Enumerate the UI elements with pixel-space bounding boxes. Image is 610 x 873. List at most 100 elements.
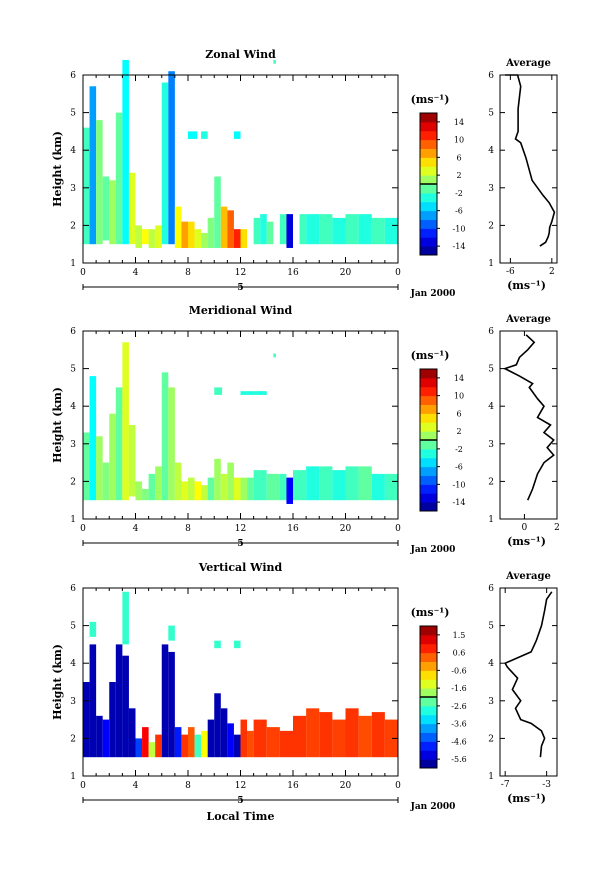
heatmap-cell bbox=[306, 708, 320, 758]
colorbar-tick-label: -6 bbox=[455, 463, 463, 472]
heatmap-cell bbox=[384, 473, 398, 501]
x-tick-label: 0 bbox=[395, 524, 401, 534]
heatmap-cell bbox=[332, 217, 346, 245]
profile-x-tick-label: -3 bbox=[542, 780, 551, 790]
colorbar-swatch bbox=[420, 466, 437, 476]
heatmap-cell bbox=[266, 473, 280, 501]
colorbar-tick-label: -2 bbox=[455, 189, 463, 198]
colorbar-tick-label: -10 bbox=[453, 224, 466, 233]
heatmap-cell bbox=[115, 644, 123, 758]
heatmap-cell bbox=[273, 59, 276, 64]
heatmap-cell bbox=[253, 217, 261, 245]
colorbar-tick-label: 14 bbox=[454, 118, 464, 127]
y-tick-label: 3 bbox=[70, 697, 76, 707]
y-tick-label: 6 bbox=[70, 327, 76, 337]
profile-y-tick-label: 3 bbox=[488, 697, 494, 707]
colorbar-swatch bbox=[420, 175, 437, 185]
heatmap-cell bbox=[102, 176, 110, 241]
colorbar-swatch bbox=[420, 431, 437, 441]
profile-x-axis-label: (ms⁻¹) bbox=[507, 279, 546, 292]
y-tick-label: 2 bbox=[70, 477, 76, 487]
profile-line bbox=[502, 334, 555, 501]
heatmap-cell bbox=[345, 708, 359, 758]
colorbar-swatch bbox=[420, 448, 437, 459]
profile-title: Average bbox=[505, 58, 551, 69]
heatmap-cell bbox=[384, 719, 398, 758]
colorbar-tick-label: 14 bbox=[454, 374, 464, 383]
x-tick-label: 20 bbox=[340, 268, 352, 278]
colorbar-swatch bbox=[420, 157, 437, 167]
heatmap-cell bbox=[201, 232, 208, 248]
colorbar-swatch bbox=[420, 166, 437, 176]
colorbar-tick-label: 1.5 bbox=[453, 631, 466, 640]
y-tick-label: 1 bbox=[70, 515, 76, 525]
heatmap-cell bbox=[332, 719, 346, 758]
heatmap-cell bbox=[115, 112, 123, 245]
x-tick-label: 20 bbox=[340, 524, 352, 534]
heatmap-cell bbox=[233, 131, 241, 139]
colorbar-swatch bbox=[420, 652, 437, 662]
heatmap-cell bbox=[233, 477, 241, 501]
colorbar-swatch bbox=[420, 210, 437, 220]
profile-x-tick-label: 2 bbox=[554, 523, 560, 533]
x-tick-label: 4 bbox=[133, 268, 139, 278]
heatmap-cell bbox=[102, 719, 110, 758]
profile-y-tick-label: 4 bbox=[488, 146, 494, 156]
heatmap-cell bbox=[214, 387, 223, 395]
heatmap-cell bbox=[240, 229, 248, 248]
colorbar-tick-label: -6 bbox=[455, 207, 463, 216]
colorbar-swatch bbox=[420, 634, 437, 645]
colorbar-tick-label: -2.6 bbox=[451, 702, 466, 711]
heatmap-cell bbox=[207, 217, 215, 248]
heatmap-cell bbox=[247, 477, 254, 501]
profile-y-tick-label: 2 bbox=[488, 221, 494, 231]
heatmap-cell bbox=[253, 470, 267, 501]
heatmap-cell bbox=[266, 727, 280, 758]
x-tick-label: 0 bbox=[80, 268, 86, 278]
colorbar-unit: (ms⁻¹) bbox=[411, 349, 450, 362]
heatmap-cell bbox=[135, 481, 143, 501]
x-axis-label: Local Time bbox=[207, 810, 275, 823]
colorbar-tick-label: -0.6 bbox=[451, 666, 466, 675]
colorbar-swatch bbox=[420, 626, 437, 636]
colorbar-swatch bbox=[420, 413, 437, 423]
heatmap-cell bbox=[227, 210, 234, 248]
colorbar-swatch bbox=[420, 457, 437, 468]
heatmap-cell bbox=[371, 712, 385, 758]
heatmap-cell bbox=[220, 473, 228, 501]
heatmap-cell bbox=[128, 425, 136, 497]
heatmap-cell bbox=[109, 682, 116, 758]
profile-x-tick-label: 0 bbox=[522, 523, 528, 533]
heatmap-cell bbox=[227, 462, 234, 501]
x-tick-label: 16 bbox=[287, 524, 299, 534]
colorbar-swatch bbox=[420, 697, 437, 707]
panel-title: Vertical Wind bbox=[198, 561, 283, 574]
y-tick-label: 4 bbox=[70, 402, 76, 412]
heatmap-cell bbox=[135, 738, 143, 758]
panel-title: Meridional Wind bbox=[189, 304, 293, 317]
colorbar-swatch bbox=[420, 246, 437, 256]
profile-x-axis-label: (ms⁻¹) bbox=[507, 792, 546, 805]
heatmap-cell bbox=[247, 730, 254, 758]
heatmap-cell bbox=[148, 742, 156, 758]
y-tick-label: 4 bbox=[70, 146, 76, 156]
heatmap-cell bbox=[273, 353, 276, 358]
heatmap-cell bbox=[155, 466, 162, 501]
x-tick-label: 4 bbox=[133, 524, 139, 534]
heatmap-cell bbox=[345, 466, 359, 501]
y-tick-label: 3 bbox=[70, 184, 76, 194]
colorbar-swatch bbox=[420, 237, 437, 247]
heatmap-cell bbox=[181, 221, 188, 248]
y-tick-label: 5 bbox=[70, 365, 76, 375]
heatmap-cell bbox=[89, 644, 97, 758]
heatmap-cell bbox=[96, 120, 103, 245]
x-tick-label: 8 bbox=[185, 268, 191, 278]
profile-x-tick-label: -7 bbox=[501, 780, 510, 790]
colorbar-swatch bbox=[420, 139, 437, 149]
heatmap-cell bbox=[89, 86, 97, 245]
profile-x-axis-label: (ms⁻¹) bbox=[507, 535, 546, 548]
y-tick-label: 1 bbox=[70, 259, 76, 269]
heatmap-cell bbox=[358, 214, 372, 245]
heatmap-cell bbox=[115, 387, 123, 501]
colorbar-swatch bbox=[420, 714, 437, 725]
